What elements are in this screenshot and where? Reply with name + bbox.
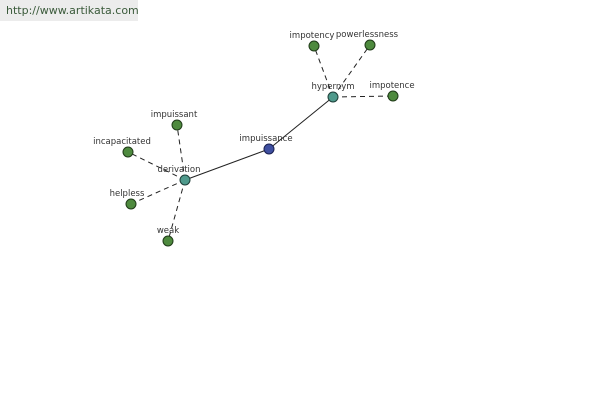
node-impotence[interactable]: impotence	[369, 81, 415, 102]
node-impotency[interactable]: impotency	[290, 31, 335, 52]
node-derivation-dot[interactable]	[179, 174, 191, 186]
node-helpless-dot[interactable]	[125, 198, 137, 210]
node-incapacitated-label[interactable]: incapacitated	[93, 137, 151, 147]
node-incapacitated-dot[interactable]	[122, 146, 134, 158]
node-impuissance[interactable]: impuissance	[239, 134, 293, 155]
node-weak-dot[interactable]	[162, 235, 174, 247]
node-impotency-label[interactable]: impotency	[290, 31, 335, 41]
node-weak-label[interactable]: weak	[157, 226, 179, 236]
edge-hypernym-powerlessness	[332, 44, 371, 98]
node-incapacitated[interactable]: incapacitated	[93, 137, 151, 158]
site-watermark[interactable]: http://www.artikata.com	[0, 0, 139, 21]
node-impuissant-dot[interactable]	[171, 119, 183, 131]
edge-hypernym-impotency	[313, 45, 334, 98]
edge-center-hypernym	[268, 96, 334, 150]
node-impuissant-label[interactable]: impuissant	[151, 110, 198, 120]
edge-derivation-impuissant	[176, 124, 186, 181]
node-impotence-dot[interactable]	[387, 90, 399, 102]
node-helpless[interactable]: helpless	[110, 189, 145, 210]
edge-hypernym-impotence	[332, 95, 394, 98]
edge-derivation-incapacitated	[127, 151, 186, 181]
node-impuissance-dot[interactable]	[263, 143, 275, 155]
node-impuissance-label[interactable]: impuissance	[239, 134, 292, 144]
node-impotency-dot[interactable]	[308, 40, 320, 52]
node-derivation-label: derivation	[157, 165, 200, 175]
node-hypernym[interactable]: hypernym	[311, 82, 355, 103]
node-powerlessness-dot[interactable]	[364, 39, 376, 51]
node-impotence-label[interactable]: impotence	[369, 81, 414, 91]
node-powerlessness[interactable]: powerlessness	[336, 30, 399, 51]
node-powerlessness-label[interactable]: powerlessness	[336, 30, 399, 40]
node-hypernym-dot[interactable]	[327, 91, 339, 103]
node-weak[interactable]: weak	[157, 226, 179, 247]
node-helpless-label[interactable]: helpless	[110, 189, 145, 199]
node-derivation[interactable]: derivation	[157, 165, 201, 186]
node-impuissant[interactable]: impuissant	[151, 110, 198, 131]
edge-derivation-helpless	[130, 179, 186, 205]
edge-center-derivation	[184, 148, 270, 181]
node-hypernym-label: hypernym	[311, 82, 354, 92]
edge-derivation-weak	[167, 179, 186, 242]
